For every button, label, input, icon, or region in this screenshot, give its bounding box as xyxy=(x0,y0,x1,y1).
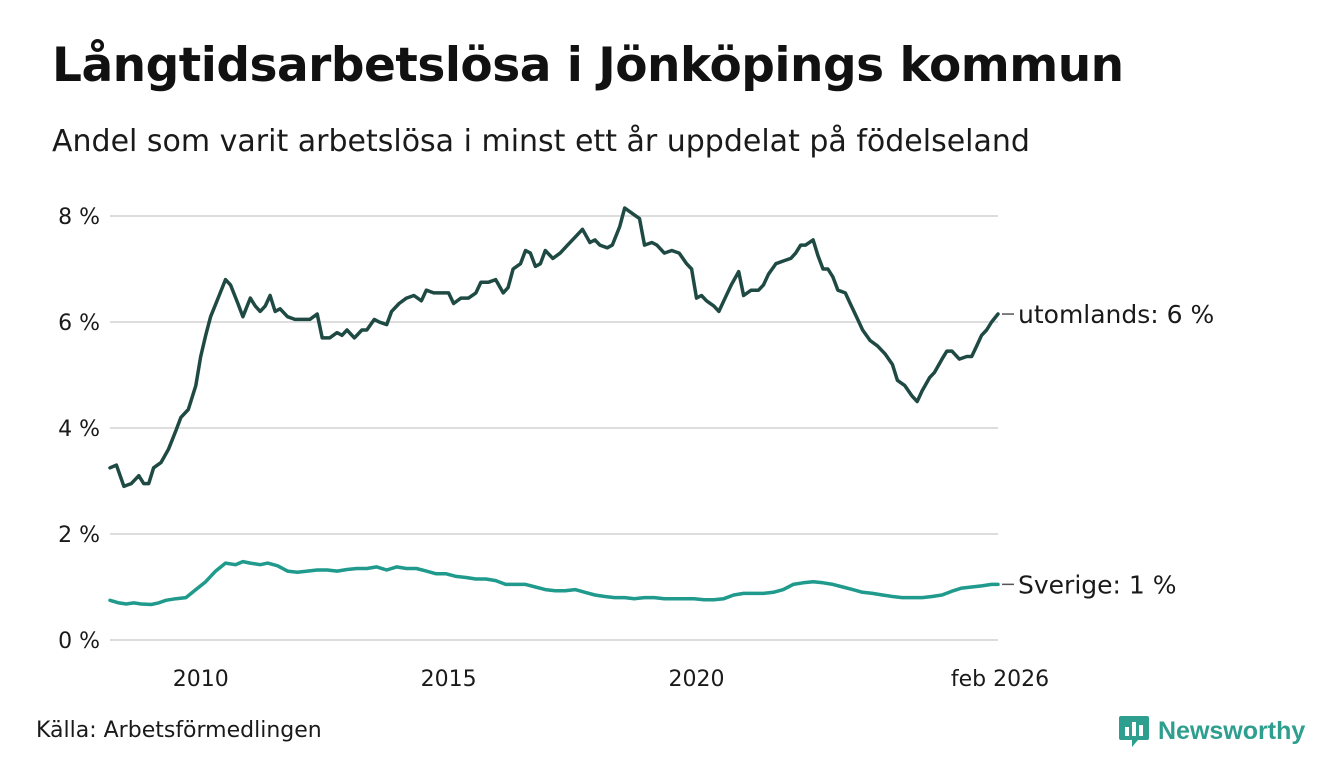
chart-subtitle: Andel som varit arbetslösa i minst ett å… xyxy=(52,124,1030,159)
y-tick-label: 4 % xyxy=(58,417,100,442)
line-chart: 0 % 2 % 4 % 6 % 8 % 2010 2015 2020 feb 2026 uto… xyxy=(58,205,1214,692)
brand-logo: Newsworthy xyxy=(1118,714,1305,748)
series-line-utomlands xyxy=(108,206,1000,489)
series-line-sverige xyxy=(108,559,1000,607)
y-tick-label: 2 % xyxy=(58,523,100,548)
x-tick-label: 2015 xyxy=(421,667,477,692)
gridlines xyxy=(110,215,998,641)
y-tick-label: 0 % xyxy=(58,629,100,654)
x-axis-ticks: 2010 2015 2020 feb 2026 xyxy=(173,667,1049,692)
series-lines xyxy=(108,206,1000,607)
series-end-labels: utomlands: 6 % Sverige: 1 % xyxy=(1002,300,1214,599)
x-tick-label: feb 2026 xyxy=(951,667,1049,692)
y-tick-label: 8 % xyxy=(58,205,100,230)
newsworthy-icon xyxy=(1119,716,1149,747)
series-end-label-sverige: Sverige: 1 % xyxy=(1018,570,1177,599)
chart-title: Långtidsarbetslösa i Jönköpings kommun xyxy=(52,38,1124,93)
x-tick-label: 2020 xyxy=(669,667,725,692)
series-end-label-utomlands: utomlands: 6 % xyxy=(1018,300,1214,329)
x-tick-label: 2010 xyxy=(173,667,229,692)
brand-name: Newsworthy xyxy=(1158,716,1306,745)
y-tick-label: 6 % xyxy=(58,311,100,336)
y-axis-ticks: 0 % 2 % 4 % 6 % 8 % xyxy=(58,205,100,654)
source-note: Källa: Arbetsförmedlingen xyxy=(36,718,322,743)
